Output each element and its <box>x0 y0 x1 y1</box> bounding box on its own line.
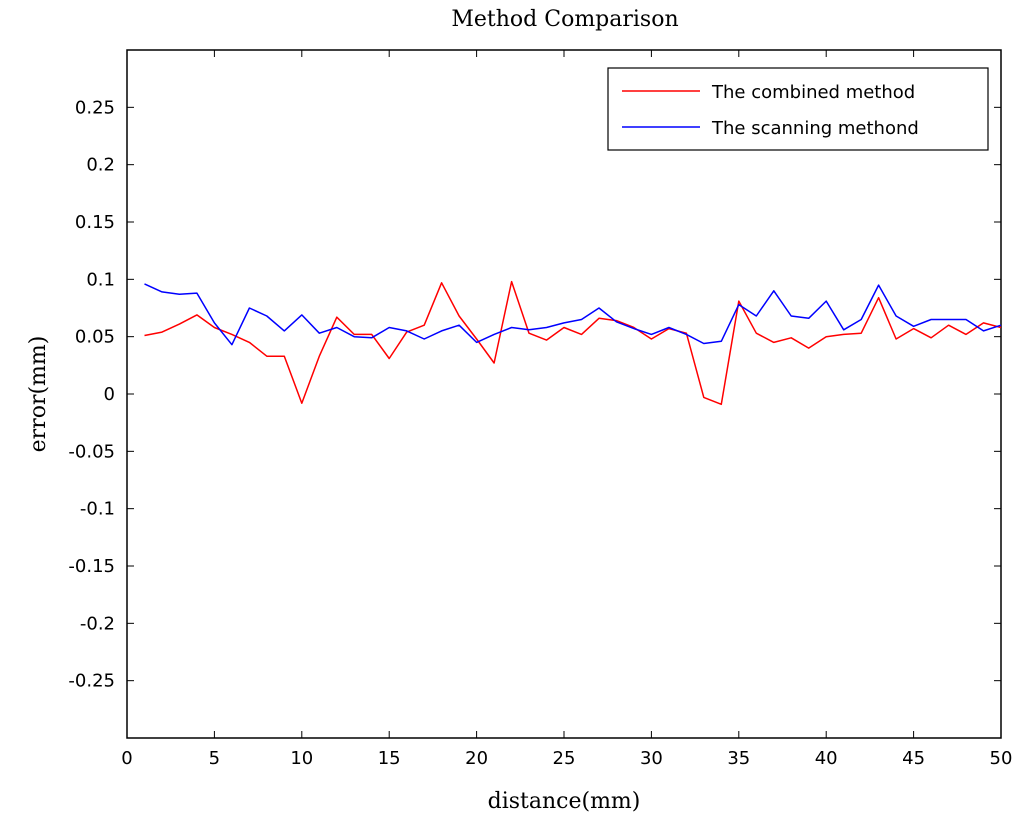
plot-area <box>126 49 1002 739</box>
y-tick-label: -0.15 <box>68 556 115 577</box>
chart-title: Method Comparison <box>451 7 678 32</box>
x-tick-label: 15 <box>378 748 401 769</box>
x-tick-label: 5 <box>209 748 220 769</box>
y-tick-label: 0 <box>104 384 115 405</box>
x-tick-label: 35 <box>727 748 750 769</box>
y-tick-label: 0.15 <box>75 212 115 233</box>
x-axis-label: distance(mm) <box>488 789 641 814</box>
y-tick-label: 0.2 <box>86 155 115 176</box>
y-axis: -0.25 -0.2 -0.15 -0.1 -0.05 0 0.05 0.1 0.15 0.2 0.… <box>68 97 1001 692</box>
series-line-scanning <box>144 283 1002 346</box>
y-axis-label: error(mm) <box>26 336 51 453</box>
x-tick-label: 50 <box>990 748 1013 769</box>
y-tick-label: -0.1 <box>80 499 115 520</box>
x-tick-label: 10 <box>290 748 313 769</box>
legend-label-combined: The combined method <box>711 82 915 103</box>
x-tick-label: 40 <box>815 748 838 769</box>
y-tick-label: -0.05 <box>68 441 115 462</box>
legend: The combined method The scanning methond <box>607 67 989 151</box>
y-tick-label: -0.2 <box>80 613 115 634</box>
x-tick-label: 30 <box>640 748 663 769</box>
series-group <box>144 280 1002 406</box>
y-tick-label: -0.25 <box>68 671 115 692</box>
x-tick-label: 20 <box>465 748 488 769</box>
x-tick-label: 25 <box>553 748 576 769</box>
x-tick-label: 45 <box>902 748 925 769</box>
y-tick-label: 0.05 <box>75 327 115 348</box>
y-tick-label: 0.25 <box>75 97 115 118</box>
series-line-combined <box>144 280 1002 406</box>
legend-box <box>607 67 989 151</box>
legend-label-scanning: The scanning methond <box>711 118 919 139</box>
y-tick-label: 0.1 <box>86 269 115 290</box>
x-axis: 0 5 10 15 20 25 30 35 40 45 50 <box>121 50 1012 769</box>
x-tick-label: 0 <box>121 748 132 769</box>
